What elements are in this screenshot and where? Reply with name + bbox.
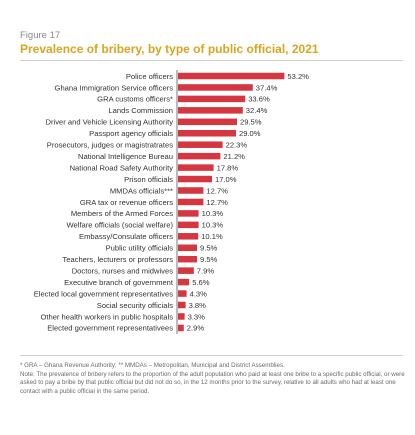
- methodology-note: Note: The prevalence of bribery refers t…: [20, 370, 405, 395]
- category-label-mmdas-officials: MMDAs officials***: [110, 186, 173, 195]
- category-label-prison-officials: Prison officials: [124, 175, 173, 184]
- value-label-embassy-consulate-officers: 10.1%: [201, 232, 223, 241]
- value-label-social-security-officials: 3.8%: [189, 301, 207, 310]
- abbreviations-note: * GRA – Ghana Revenue Authority; ** MMDA…: [20, 362, 285, 369]
- category-label-gra-customs-officers: GRA customs officers*: [97, 95, 173, 104]
- bar-embassy-consulate-officers: [178, 233, 199, 240]
- bar-elected-government-representativees: [178, 324, 184, 332]
- category-label-public-utility-officials: Public utility officials: [106, 244, 174, 253]
- value-label-ghana-immigration-service-officers: 37.4%: [256, 83, 278, 92]
- category-label-members-of-the-armed-forces: Members of the Armed Forces: [71, 209, 173, 218]
- category-label-police-officers: Police officers: [126, 72, 173, 81]
- category-label-prosecutors-judges-or-magistratrates: Prosecutors, judges or magistratrates: [47, 141, 173, 150]
- value-label-public-utility-officials: 9.5%: [200, 244, 218, 253]
- value-label-national-intelligence-bureau: 21.2%: [223, 152, 245, 161]
- bar-ghana-immigration-service-officers: [178, 84, 253, 91]
- value-label-passport-agency-officials: 29.0%: [239, 129, 261, 138]
- bar-elected-local-government-representatives: [178, 290, 187, 297]
- value-label-members-of-the-armed-forces: 10.3%: [202, 209, 224, 218]
- figure-label: Figure 17: [20, 30, 61, 41]
- bar-police-officers: [178, 72, 285, 80]
- bar-gra-tax-or-revenue-officers: [178, 198, 204, 206]
- top-divider: [20, 60, 403, 61]
- category-label-elected-government-representativees: Elected government representativees: [47, 324, 173, 333]
- chart-title: Prevalence of bribery, by type of public…: [20, 42, 319, 56]
- category-label-teachers-lecturers-or-professors: Teachers, lecturers or professors: [62, 255, 173, 264]
- value-label-teachers-lecturers-or-professors: 9.5%: [200, 255, 218, 264]
- bar-gra-customs-officers: [178, 95, 246, 103]
- bottom-divider: [20, 355, 403, 356]
- value-label-executive-branch-of-government: 5.6%: [192, 278, 210, 287]
- value-label-prosecutors-judges-or-magistratrates: 22.3%: [226, 141, 248, 150]
- bar-national-intelligence-bureau: [178, 152, 221, 160]
- category-label-national-intelligence-bureau: National Intelligence Bureau: [78, 152, 173, 161]
- bar-other-health-workers-in-public-hospitals: [178, 313, 185, 320]
- value-label-mmdas-officials: 12.7%: [206, 186, 228, 195]
- category-label-gra-tax-or-revenue-officers: GRA tax or revenue officers: [80, 198, 173, 207]
- value-label-driver-and-vehicle-licensing-authority: 29.5%: [240, 118, 262, 127]
- value-label-doctors-nurses-and-midwives: 7.9%: [197, 266, 215, 275]
- value-label-lands-commission: 32.4%: [246, 106, 268, 115]
- category-label-ghana-immigration-service-officers: Ghana Immigration Service officers: [55, 83, 174, 92]
- bar-welfare-officials-social-welfare: [178, 221, 199, 229]
- bar-chart: Police officers 53.2% Ghana Immigration Se…: [34, 70, 309, 334]
- bar-prosecutors-judges-or-magistratrates: [178, 141, 223, 148]
- value-label-gra-customs-officers: 33.6%: [248, 95, 270, 104]
- bar-passport-agency-officials: [178, 130, 236, 137]
- category-label-other-health-workers-in-public-hospitals: Other health workers in public hospitals: [40, 312, 173, 321]
- value-label-police-officers: 53.2%: [287, 72, 309, 81]
- value-label-prison-officials: 17.0%: [215, 175, 237, 184]
- bar-driver-and-vehicle-licensing-authority: [178, 118, 237, 126]
- value-label-elected-local-government-representatives: 4.3%: [190, 289, 208, 298]
- category-label-welfare-officials-social-welfare: Welfare officials (social welfare): [67, 221, 174, 230]
- category-label-national-road-safety-authority: National Road Safety Authority: [70, 163, 174, 172]
- value-label-welfare-officials-social-welfare: 10.3%: [202, 221, 224, 230]
- category-label-driver-and-vehicle-licensing-authority: Driver and Vehicle Licensing Authority: [46, 118, 174, 127]
- category-label-doctors-nurses-and-midwives: Doctors, nurses and midwives: [72, 266, 173, 275]
- bar-public-utility-officials: [178, 244, 197, 251]
- bar-doctors-nurses-and-midwives: [178, 267, 194, 274]
- value-label-national-road-safety-authority: 17.8%: [217, 163, 239, 172]
- bar-social-security-officials: [178, 301, 186, 309]
- value-label-other-health-workers-in-public-hospitals: 3.3%: [188, 312, 206, 321]
- bar-lands-commission: [178, 107, 243, 114]
- category-label-lands-commission: Lands Commission: [108, 106, 173, 115]
- value-label-elected-government-representativees: 2.9%: [187, 324, 205, 333]
- bar-teachers-lecturers-or-professors: [178, 255, 197, 263]
- bar-national-road-safety-authority: [178, 164, 214, 171]
- category-label-elected-local-government-representatives: Elected local government representatives: [34, 289, 173, 298]
- value-label-gra-tax-or-revenue-officers: 12.7%: [206, 198, 228, 207]
- footnotes: * GRA – Ghana Revenue Authority; ** MMDA…: [20, 362, 405, 396]
- bar-mmdas-officials: [178, 187, 204, 194]
- bar-members-of-the-armed-forces: [178, 210, 199, 217]
- category-label-embassy-consulate-officers: Embassy/Consulate officers: [79, 232, 173, 241]
- category-label-passport-agency-officials: Passport agency officials: [89, 129, 173, 138]
- bar-executive-branch-of-government: [178, 278, 190, 286]
- bar-prison-officials: [178, 175, 212, 183]
- category-label-social-security-officials: Social security officials: [97, 301, 173, 310]
- category-label-executive-branch-of-government: Executive branch of government: [64, 278, 174, 287]
